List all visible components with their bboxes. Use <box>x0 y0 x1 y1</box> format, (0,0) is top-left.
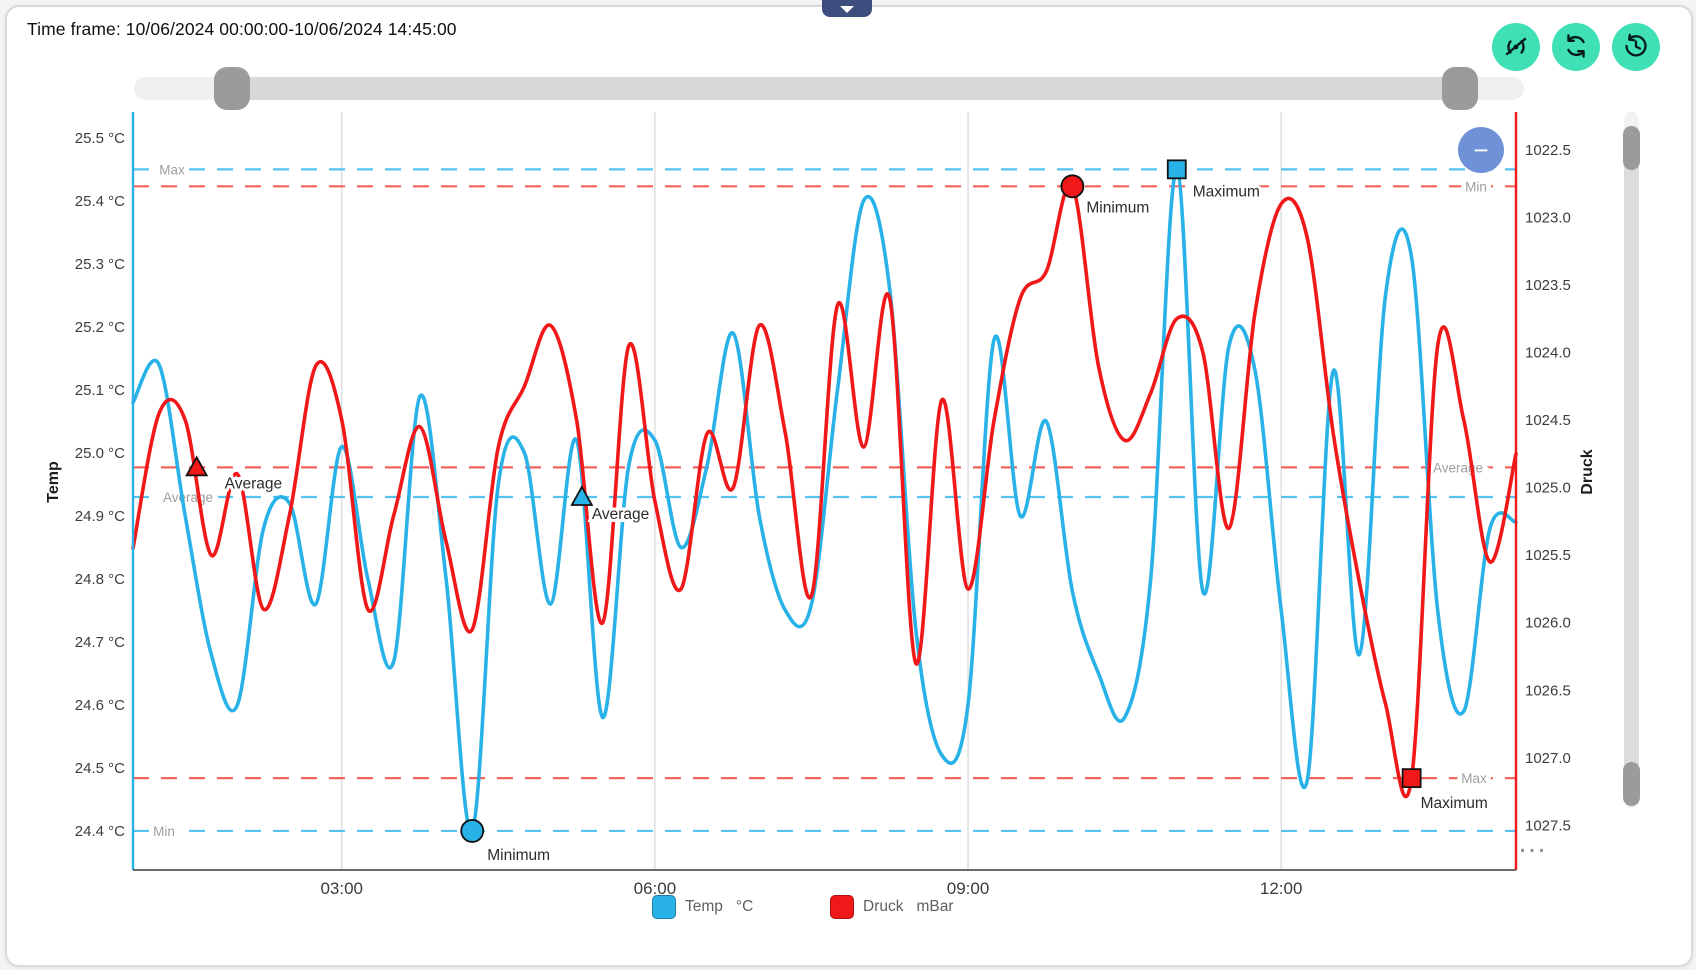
druck-legend-unit: mBar <box>916 898 954 915</box>
legend-item-druck[interactable]: Druck mBar <box>830 895 954 919</box>
time-range-slider-handle-left[interactable] <box>214 67 250 110</box>
temp-axis-title: Temp <box>45 461 62 503</box>
value-range-slider-selection[interactable] <box>1624 148 1639 784</box>
zoom-out-button[interactable]: − <box>1458 127 1504 173</box>
temp-minimum-marker <box>460 819 485 843</box>
reference-line-label: Min <box>1465 179 1487 194</box>
reference-line-label: Average <box>163 490 213 505</box>
signal-off-icon <box>1501 31 1531 64</box>
druck-minimum-label: Minimum <box>1086 199 1149 216</box>
temp-tick-label: 25.0 °C <box>75 445 125 462</box>
druck-tick-label: 1026.5 <box>1525 682 1571 699</box>
reference-line-label: Min <box>153 824 175 839</box>
druck-axis-title: Druck <box>1579 449 1596 494</box>
druck-tick-label: 1027.5 <box>1525 817 1571 834</box>
temp-tick-label: 25.4 °C <box>75 193 125 210</box>
temp-legend-swatch <box>652 895 676 919</box>
temp-tick-label: 24.9 °C <box>75 508 125 525</box>
druck-minimum-marker <box>1060 174 1085 199</box>
temp-series-line <box>131 167 1518 834</box>
temp-tick-label: 25.1 °C <box>75 382 125 399</box>
dashboard-card <box>5 5 1693 967</box>
history-button[interactable] <box>1612 23 1660 71</box>
temp-maximum-marker <box>1166 159 1187 180</box>
druck-tick-label: 1024.0 <box>1525 345 1571 362</box>
temp-legend-label: Temp <box>685 898 723 915</box>
druck-tick-label: 1026.0 <box>1525 615 1571 632</box>
chevron-down-icon <box>840 6 854 13</box>
temp-tick-label: 25.2 °C <box>75 319 125 336</box>
druck-tick-label: 1025.5 <box>1525 547 1571 564</box>
legend-item-temp[interactable]: Temp °C <box>652 895 753 919</box>
druck-tick-label: 1025.0 <box>1525 480 1571 497</box>
druck-tick-label: 1023.5 <box>1525 277 1571 294</box>
refresh-button[interactable] <box>1552 23 1600 71</box>
temp-tick-label: 25.3 °C <box>75 256 125 273</box>
refresh-icon <box>1561 31 1591 64</box>
x-tick-label: 06:00 <box>634 879 677 898</box>
temp-average-label: Average <box>592 506 649 523</box>
druck-tick-label: 1022.5 <box>1525 142 1571 159</box>
druck-maximum-marker <box>1401 768 1422 789</box>
time-range-slider-handle-right[interactable] <box>1442 67 1478 110</box>
druck-tick-label: 1027.0 <box>1525 750 1571 767</box>
druck-average-label: Average <box>225 475 282 492</box>
temp-tick-label: 25.5 °C <box>75 130 125 147</box>
temp-tick-label: 24.6 °C <box>75 697 125 714</box>
druck-tick-label: 1023.0 <box>1525 209 1571 226</box>
value-range-slider-handle-bottom[interactable] <box>1623 762 1640 806</box>
x-tick-label: 03:00 <box>320 879 363 898</box>
druck-legend-swatch <box>830 895 854 919</box>
temp-maximum-label: Maximum <box>1193 183 1260 200</box>
druck-average-marker <box>185 455 209 477</box>
temp-average-marker <box>570 485 594 506</box>
temp-minimum-label: Minimum <box>487 847 550 864</box>
temp-tick-label: 24.8 °C <box>75 571 125 588</box>
druck-series-line <box>131 182 1518 799</box>
reference-line-label: Max <box>1461 771 1487 786</box>
reference-line-label: Average <box>1433 460 1483 475</box>
more-options-button[interactable]: … <box>1510 826 1554 860</box>
x-tick-label: 12:00 <box>1260 879 1303 898</box>
time-range-slider-selection[interactable] <box>232 77 1460 100</box>
value-range-slider-handle-top[interactable] <box>1623 126 1640 170</box>
x-tick-label: 09:00 <box>947 879 990 898</box>
collapse-panel-tab[interactable] <box>822 0 872 17</box>
reference-line-label: Max <box>159 162 185 177</box>
temp-tick-label: 24.5 °C <box>75 760 125 777</box>
druck-legend-label: Druck <box>863 898 904 915</box>
live-signal-off-button[interactable] <box>1492 23 1540 71</box>
temp-tick-label: 24.7 °C <box>75 634 125 651</box>
druck-maximum-label: Maximum <box>1421 795 1488 812</box>
history-icon <box>1621 31 1651 64</box>
temp-tick-label: 24.4 °C <box>75 823 125 840</box>
temp-legend-unit: °C <box>735 898 754 915</box>
time-frame-label: Time frame: 10/06/2024 00:00:00-10/06/20… <box>27 19 457 39</box>
druck-tick-label: 1024.5 <box>1525 412 1571 429</box>
